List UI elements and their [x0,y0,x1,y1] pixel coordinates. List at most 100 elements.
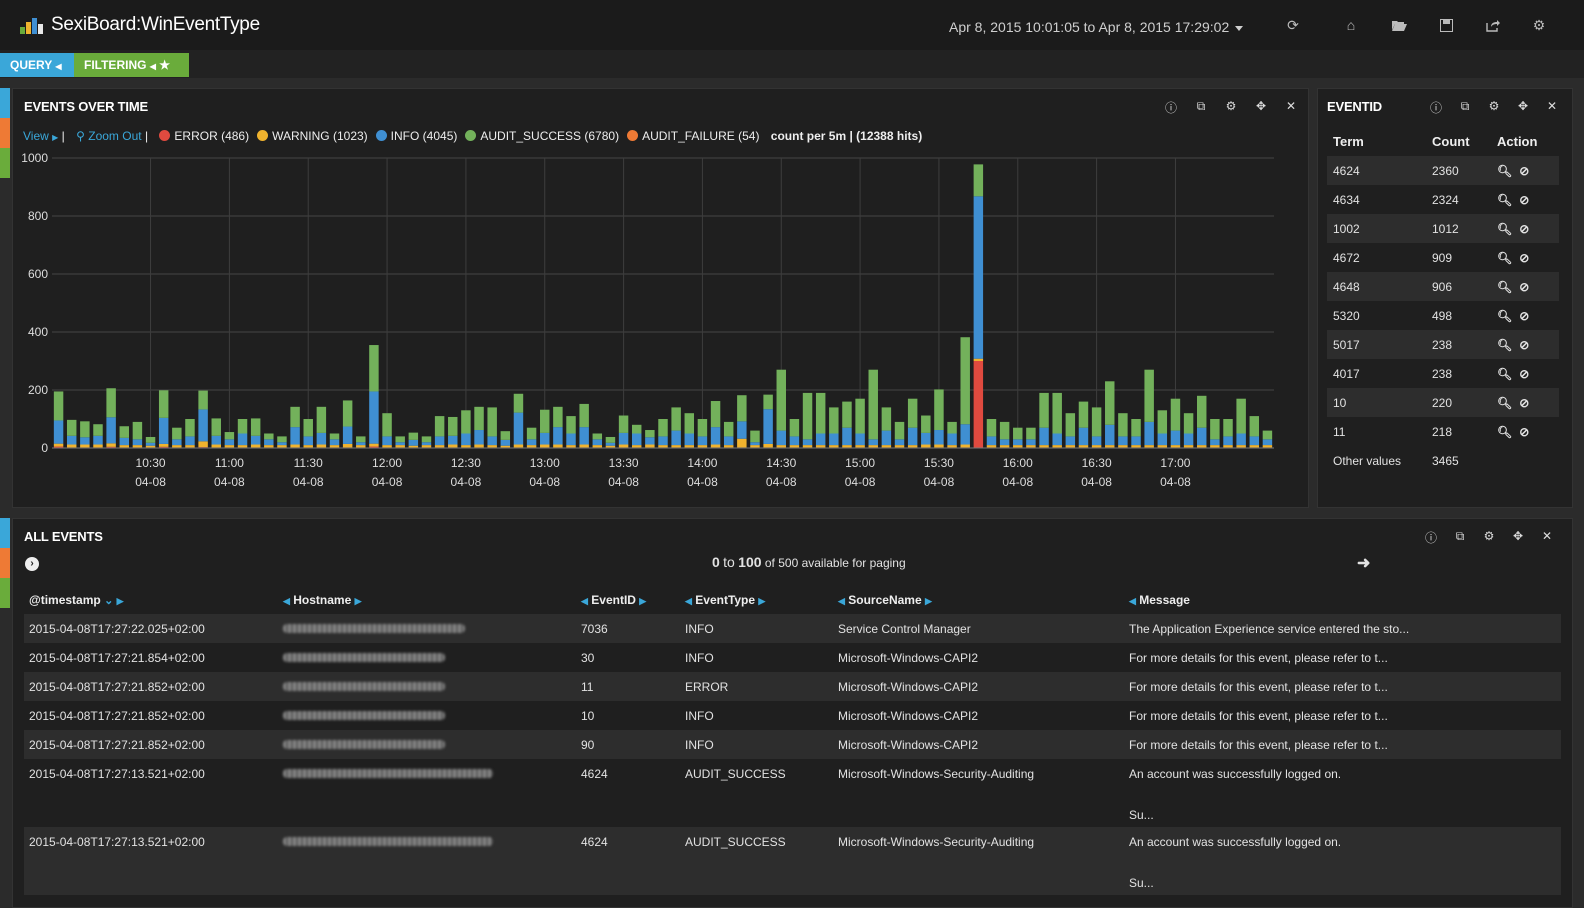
bar-segment [618,432,629,445]
close-icon[interactable]: ✕ [1541,529,1553,543]
next-page-icon[interactable]: ➜ [1357,555,1371,572]
move-icon[interactable]: ✥ [1512,529,1524,543]
close-icon[interactable]: ✕ [1285,99,1297,113]
term-cell[interactable]: 1002 [1327,214,1432,243]
tab-filtering[interactable]: FILTERING ◀ ★ [74,53,189,77]
bar-segment [93,435,103,445]
info-icon[interactable]: ⓘ [1164,101,1177,115]
chevron-right-circle-icon[interactable]: › [25,557,39,571]
term-cell[interactable]: 11 [1333,424,1346,439]
term-cell[interactable]: 10 [1327,388,1432,417]
settings-icon[interactable]: ⚙ [1532,16,1546,33]
bar-segment [566,416,576,434]
count-cell: 909 [1432,250,1453,265]
search-icon[interactable]: 🔍︎ [1497,163,1513,178]
search-icon[interactable]: 🔍︎ [1497,424,1513,439]
eventtype-cell: INFO [685,709,714,723]
column-header-sourcename[interactable]: ◀ SourceName ▶ [838,585,1129,614]
ban-icon[interactable]: ⊘ [1519,221,1530,236]
folder-open-icon[interactable] [1390,16,1408,34]
eventtype-cell: ERROR [685,672,838,701]
column-header-eventid[interactable]: ◀ EventID ▶ [581,585,685,614]
table-row[interactable]: 2015-04-08T17:27:22.025+02:00 7036 INFO Ser… [24,614,1561,643]
bar-segment [789,419,800,437]
column-header-eventtype[interactable]: ◀ EventType ▶ [685,585,838,614]
logo-icon [20,16,46,34]
move-icon[interactable]: ✥ [1255,99,1267,113]
zoom-out-link[interactable]: ⚲ Zoom Out [76,129,142,143]
ban-icon[interactable]: ⊘ [1519,163,1530,178]
home-icon[interactable]: ⌂ [1346,17,1356,33]
search-icon[interactable]: 🔍︎ [1497,279,1513,294]
close-icon[interactable]: ✕ [1546,99,1558,113]
ban-icon[interactable]: ⊘ [1519,192,1530,207]
x-tick-label: 11:30 [294,456,323,470]
save-icon[interactable] [1437,16,1455,34]
bar-segment [1157,410,1168,434]
search-icon[interactable]: 🔍︎ [1497,337,1513,352]
legend-item[interactable]: INFO (4045) [368,129,457,143]
bar-segment [237,419,248,434]
term-cell[interactable]: 5320 [1333,308,1360,323]
search-icon[interactable]: 🔍︎ [1497,192,1513,207]
ban-icon[interactable]: ⊘ [1519,395,1530,410]
term-cell[interactable]: 5017 [1327,330,1432,359]
tab-query[interactable]: QUERY ◀ [0,53,74,77]
hostname-cell [283,730,581,759]
duplicate-icon[interactable]: ⧉ [1460,99,1470,113]
bar-segment [658,419,668,437]
move-icon[interactable]: ✥ [1517,99,1529,113]
events-histogram[interactable]: 0 200 400 600 800 1000 10:30 04-08 11:00 04-08 11:… [12,150,1302,500]
settings-icon[interactable]: ⚙ [1488,99,1500,113]
table-row[interactable]: 2015-04-08T17:27:21.852+02:00 11 ERROR Micr… [24,672,1561,701]
term-cell[interactable]: 4017 [1333,366,1360,381]
column-header-label: SourceName [848,592,922,607]
bar-segment [1183,445,1194,448]
term-cell[interactable]: 4672 [1333,250,1360,265]
bar-segment [789,436,800,446]
legend-item[interactable]: ERROR (486) [151,129,249,143]
info-icon[interactable]: ⓘ [1424,531,1437,545]
legend-item[interactable]: WARNING (1023) [249,129,368,143]
ban-icon[interactable]: ⊘ [1519,337,1530,352]
duplicate-icon[interactable]: ⧉ [1196,99,1206,113]
search-icon[interactable]: 🔍︎ [1497,308,1513,323]
ban-icon[interactable]: ⊘ [1519,424,1530,439]
legend-item[interactable]: AUDIT_FAILURE (54) [619,129,759,143]
info-icon[interactable]: ⓘ [1429,101,1442,115]
table-row[interactable]: 2015-04-08T17:27:21.852+02:00 10 INFO Micro… [24,701,1561,730]
bar-segment [264,439,274,446]
view-link[interactable]: View ▶ [23,129,58,143]
time-range-picker[interactable]: Apr 8, 2015 10:01:05 to Apr 8, 2015 17:2… [949,19,1244,35]
ban-icon[interactable]: ⊘ [1519,308,1530,323]
column-header-timestamp[interactable]: @timestamp ⌄ ▶ [24,585,283,614]
message-text: An account was successfully logged on. [1129,767,1342,781]
bar-segment [1026,427,1036,440]
term-cell[interactable]: 4648 [1327,272,1432,301]
search-icon[interactable]: 🔍︎ [1497,250,1513,265]
settings-icon[interactable]: ⚙ [1225,99,1237,113]
term-cell[interactable]: 4624 [1327,156,1432,185]
bar-segment [1157,433,1168,446]
ban-icon[interactable]: ⊘ [1519,279,1530,294]
search-icon[interactable]: 🔍︎ [1497,366,1513,381]
refresh-icon[interactable]: ⟳ [1287,16,1299,33]
duplicate-icon[interactable]: ⧉ [1455,529,1465,543]
ban-icon[interactable]: ⊘ [1519,366,1530,381]
term-cell[interactable]: 4634 [1333,192,1360,207]
column-header-label: Hostname [293,592,352,607]
column-header-hostname[interactable]: ◀ Hostname ▶ [283,585,581,614]
table-row[interactable]: 2015-04-08T17:27:13.521+02:00 4624 AUDIT_S… [24,827,1561,895]
bar-segment [513,412,524,445]
search-icon[interactable]: 🔍︎ [1497,395,1513,410]
table-row[interactable]: 2015-04-08T17:27:21.854+02:00 30 INFO Micro… [24,643,1561,672]
table-row[interactable]: 2015-04-08T17:27:13.521+02:00 4624 AUDIT_S… [24,759,1561,827]
table-row[interactable]: 2015-04-08T17:27:21.852+02:00 90 INFO Micro… [24,730,1561,759]
settings-icon[interactable]: ⚙ [1483,529,1495,543]
column-header-message[interactable]: ◀ Message [1129,585,1561,614]
ban-icon[interactable]: ⊘ [1519,250,1530,265]
legend-item[interactable]: AUDIT_SUCCESS (6780) [457,129,619,143]
search-icon[interactable]: 🔍︎ [1497,221,1513,236]
share-icon[interactable] [1484,16,1502,34]
bar-segment [106,417,116,444]
